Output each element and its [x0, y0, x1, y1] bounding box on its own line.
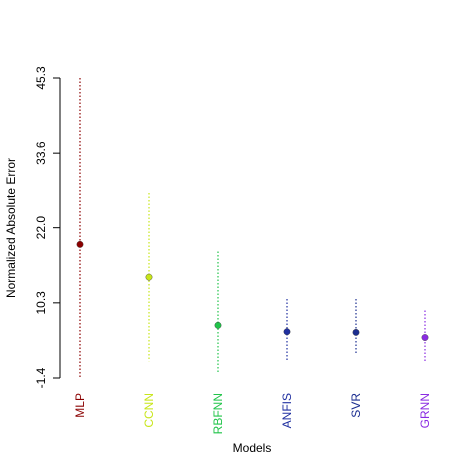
x-axis-labels: MLP CCNN RBFNN ANFIS SVR GRNN: [73, 393, 432, 435]
y-axis-ticks: -1.4 10.3 22.0 33.6 45.3: [34, 66, 60, 388]
y-tick-label: 45.3: [34, 66, 48, 90]
error-bars: [76, 78, 429, 378]
x-tick-label: CCNN: [142, 393, 156, 428]
x-tick-label: ANFIS: [280, 393, 294, 428]
x-tick-label: RBFNN: [211, 393, 225, 434]
x-tick-label: MLP: [73, 393, 87, 418]
mean-point-mlp: [76, 240, 84, 248]
y-tick-label: 33.6: [34, 141, 48, 165]
y-tick-label: 22.0: [34, 216, 48, 240]
mean-point-svr: [352, 328, 360, 336]
x-axis-title: Models: [233, 441, 272, 455]
y-tick-label: 10.3: [34, 291, 48, 315]
y-axis-title: Normalized Absolute Error: [4, 158, 18, 298]
mean-point-grnn: [421, 334, 429, 341]
y-tick-label: -1.4: [34, 367, 48, 388]
mean-point-ccnn: [145, 273, 153, 281]
mean-point-anfis: [283, 328, 291, 336]
mean-point-rbfnn: [214, 321, 222, 329]
x-tick-label: GRNN: [418, 393, 432, 428]
x-tick-label: SVR: [349, 393, 363, 418]
